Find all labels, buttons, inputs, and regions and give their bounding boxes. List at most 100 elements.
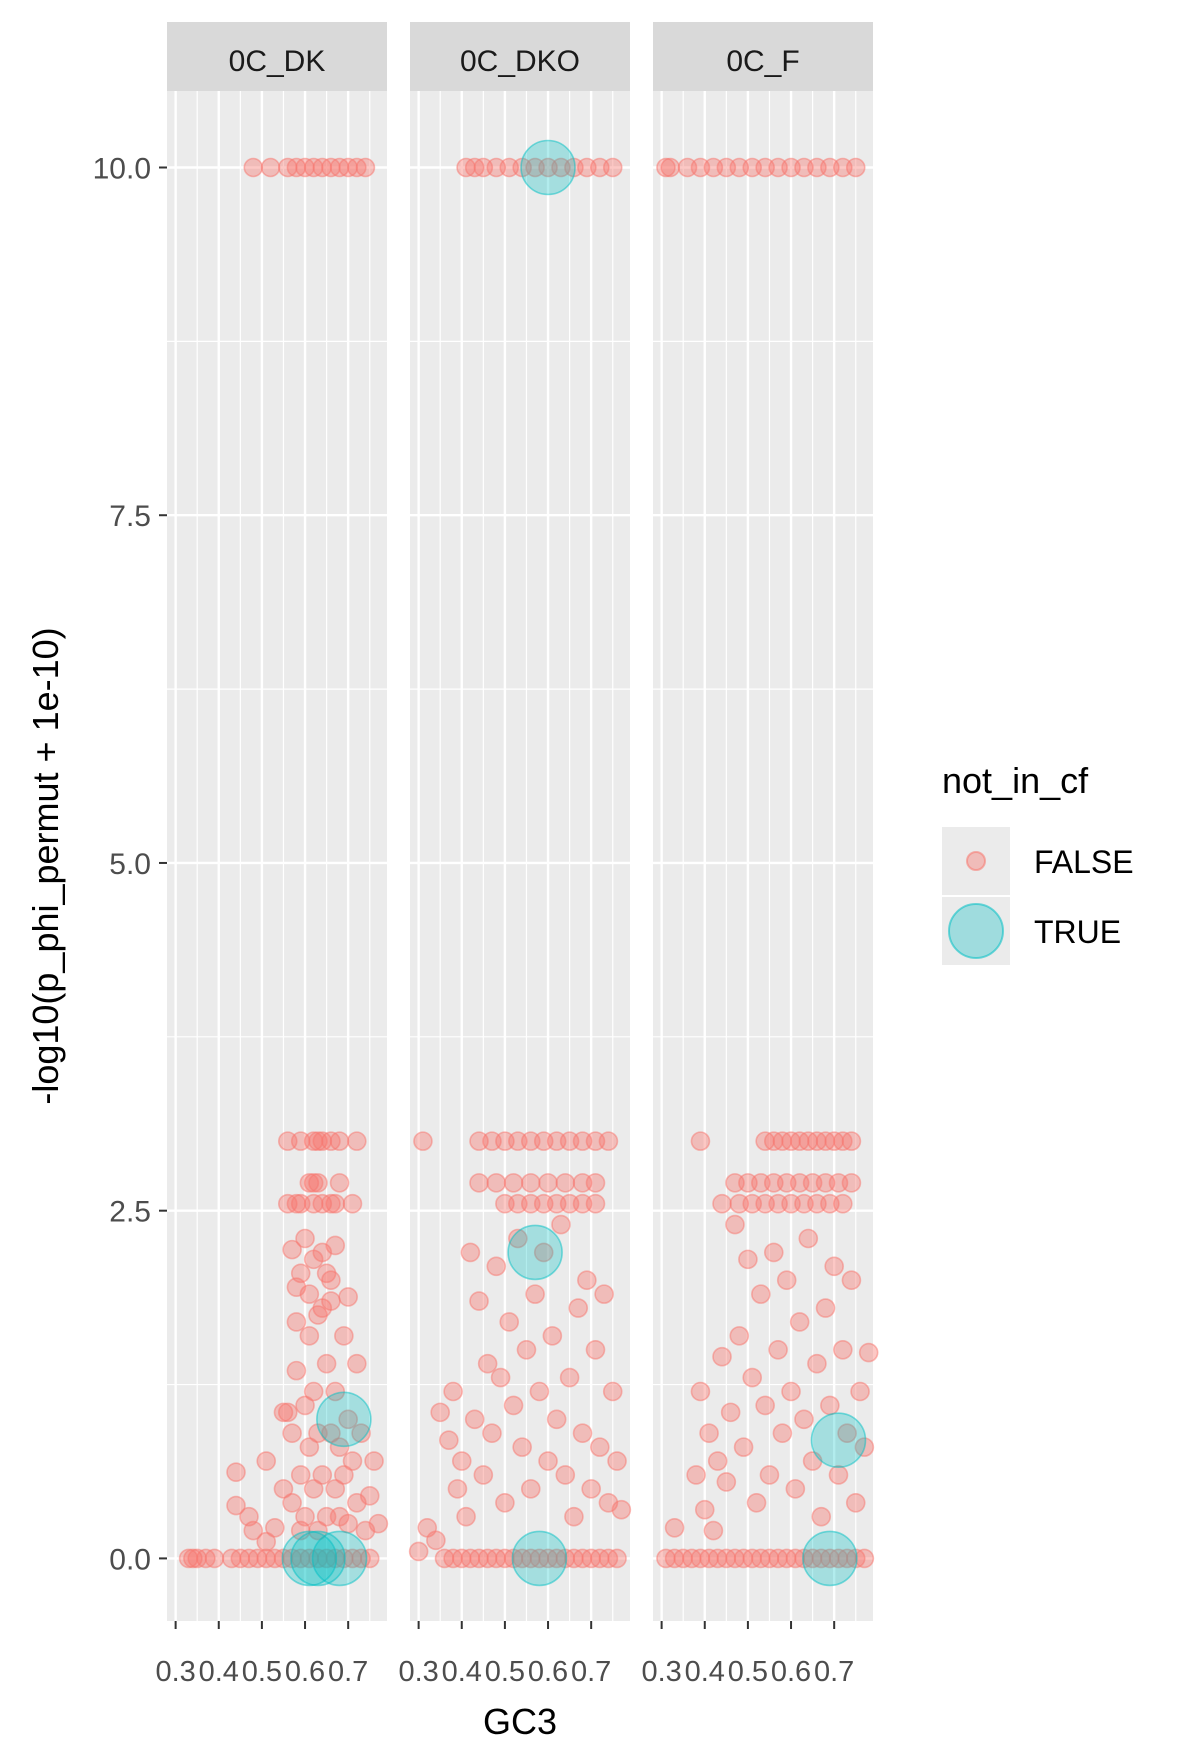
point-false <box>490 1367 511 1388</box>
facet-strip-0C_DKO <box>410 22 630 91</box>
point-false <box>751 1284 771 1304</box>
facet-strip-label-0C_DK: 0C_DK <box>229 45 326 78</box>
point-false <box>833 1193 853 1214</box>
x-tick-label: 0.3 <box>641 1656 681 1688</box>
point-false <box>828 1465 849 1485</box>
point-false <box>854 1548 875 1569</box>
point-false <box>329 1173 350 1193</box>
point-false <box>316 1263 337 1284</box>
x-tick-label: 0.4 <box>442 1656 482 1688</box>
point-false <box>611 1499 632 1520</box>
point-false <box>733 1437 754 1457</box>
point-false <box>520 1173 541 1193</box>
point-false <box>564 1506 584 1527</box>
point-true <box>810 1412 867 1468</box>
point-false <box>256 1451 277 1471</box>
point-false <box>303 1173 324 1193</box>
point-false <box>347 1131 367 1151</box>
point-false <box>768 1339 788 1360</box>
point-false <box>559 1367 580 1388</box>
point-false <box>607 1548 627 1569</box>
point-false <box>430 1402 450 1423</box>
point-false <box>243 157 264 178</box>
point-false <box>499 1312 520 1332</box>
point-false <box>845 1492 866 1513</box>
legend-label-true: TRUE <box>1034 914 1121 950</box>
point-false <box>585 1173 606 1193</box>
point-false <box>456 1506 476 1527</box>
point-false <box>759 1465 780 1485</box>
legend-symbol-false <box>966 851 986 871</box>
point-false <box>820 1395 840 1416</box>
point-false <box>469 1291 489 1311</box>
point-false <box>226 1462 246 1482</box>
point-false <box>512 1437 532 1457</box>
data-points <box>178 139 879 1587</box>
point-false <box>508 1228 528 1249</box>
point-false <box>845 157 866 178</box>
point-false <box>686 1465 706 1485</box>
x-tick-label: 0.3 <box>398 1656 438 1688</box>
point-false <box>295 1395 315 1416</box>
point-false <box>815 1298 836 1318</box>
x-tick-label: 0.6 <box>528 1656 568 1688</box>
point-false <box>355 157 376 178</box>
point-false <box>807 1353 827 1374</box>
point-false <box>347 1353 367 1374</box>
point-false <box>413 1131 433 1151</box>
point-false <box>602 1381 623 1402</box>
x-tick-label: 0.3 <box>155 1656 195 1688</box>
point-false <box>503 1395 524 1416</box>
point-false <box>516 1339 537 1360</box>
point-false <box>529 1381 550 1402</box>
legend-symbol-true <box>948 903 1004 959</box>
point-false <box>772 1423 793 1444</box>
point-false <box>590 1437 610 1457</box>
point-false <box>833 1339 853 1360</box>
point-false <box>568 1298 589 1318</box>
point-false <box>464 1409 485 1430</box>
point-false <box>282 1423 302 1444</box>
point-false <box>368 1513 389 1534</box>
point-false <box>712 1193 732 1214</box>
axes: 0.3 0.4 0.5 0.6 0.7 0.3 0.4 0.5 0.6 0.7 0.3 0.4 0.5 0… <box>93 153 855 1689</box>
point-false <box>572 1423 593 1444</box>
point-false <box>329 1131 350 1151</box>
x-tick-label: 0.6 <box>285 1656 325 1688</box>
point-false <box>746 1492 767 1513</box>
point-false <box>594 1284 614 1304</box>
point-false <box>286 1360 307 1381</box>
y-tick-label: 5.0 <box>109 848 151 881</box>
point-false <box>602 157 623 178</box>
point-false <box>325 1235 346 1256</box>
point-false <box>520 1479 541 1499</box>
point-false <box>664 1518 685 1538</box>
point-false <box>338 1513 358 1534</box>
point-false <box>738 1249 758 1270</box>
point-false <box>546 1409 567 1430</box>
y-axis-title: -log10(p_phi_permut + 1e-10) <box>25 627 66 1104</box>
point-false <box>776 1270 797 1291</box>
point-false <box>338 1409 358 1430</box>
point-false <box>342 1193 363 1214</box>
point-false <box>555 1173 576 1193</box>
point-false <box>555 1465 576 1485</box>
point-false <box>451 1451 472 1471</box>
point-false <box>690 1381 711 1402</box>
x-tick-label: 0.5 <box>485 1656 525 1688</box>
x-axis-title: GC3 <box>483 1701 557 1742</box>
point-false <box>781 1381 801 1402</box>
point-true <box>281 1530 338 1587</box>
point-false <box>308 1173 328 1193</box>
facet-strip-0C_DK <box>167 22 387 91</box>
point-false <box>443 1381 463 1402</box>
point-false <box>256 1531 277 1552</box>
point-false <box>690 1131 711 1151</box>
point-false <box>312 1465 333 1485</box>
point-false <box>364 1451 384 1471</box>
point-false <box>841 1173 862 1193</box>
point-false <box>359 1486 380 1506</box>
point-false <box>720 1402 741 1423</box>
point-false <box>447 1479 468 1499</box>
